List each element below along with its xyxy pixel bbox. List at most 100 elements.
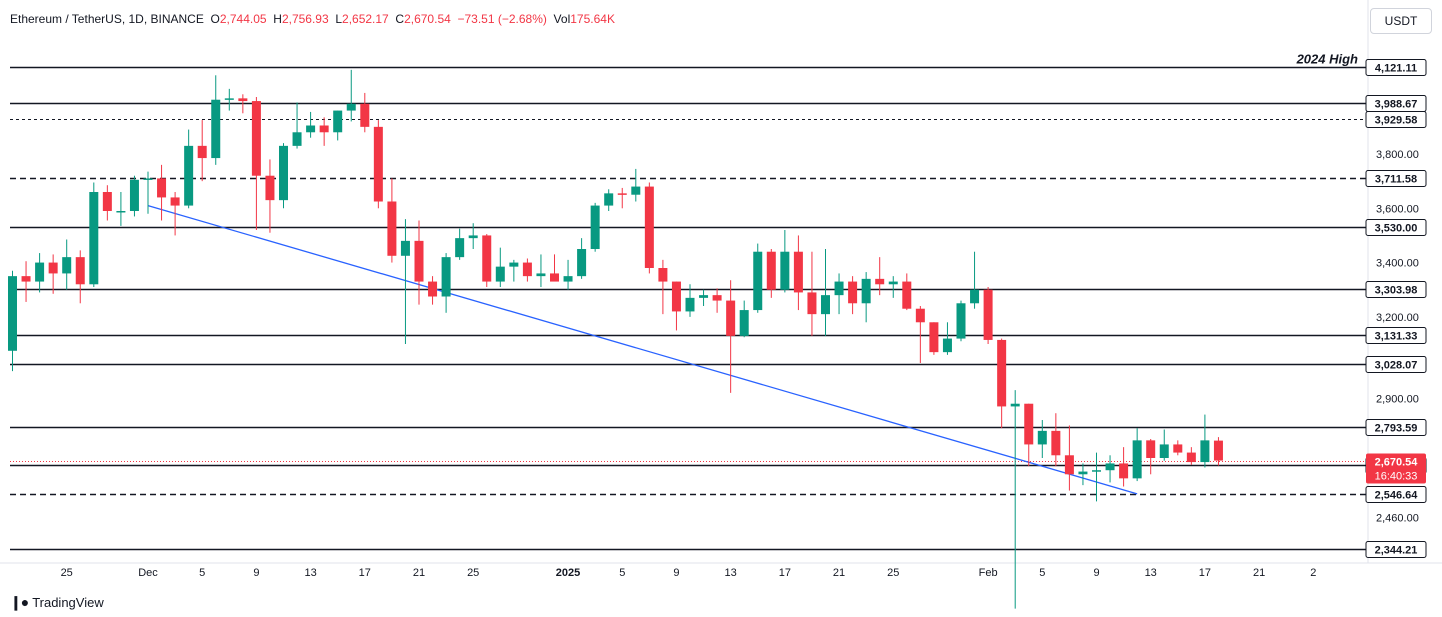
candle (170, 192, 180, 236)
candle-body (1132, 440, 1142, 479)
candle-body (373, 126, 383, 202)
candle-body (997, 339, 1007, 407)
candle-body (143, 178, 153, 180)
candle (319, 117, 329, 146)
candle (373, 120, 383, 209)
candle (306, 111, 316, 138)
candle-body (793, 251, 803, 293)
candle-body (211, 99, 221, 159)
low-value: 2,652.17 (342, 12, 389, 26)
tradingview-branding[interactable]: ❙● TradingView (10, 594, 104, 611)
level-tag-label: 3,988.67 (1375, 99, 1418, 111)
level-price-tag: 2,546.64 (1365, 486, 1427, 503)
y-tick-label: 3,600.00 (1376, 203, 1419, 215)
close-value: 2,670.54 (404, 12, 451, 26)
candle-body (414, 240, 424, 282)
candle (1105, 455, 1115, 483)
candle-body (468, 235, 478, 239)
level-tag-label: 3,711.58 (1375, 174, 1417, 186)
candle (617, 187, 627, 209)
level-tag-box (1365, 281, 1427, 298)
symbol-title[interactable]: Ethereum / TetherUS, 1D, BINANCE (10, 12, 204, 26)
candle-body (875, 278, 885, 285)
candle-body (1024, 403, 1034, 445)
level-price-tag: 3,988.67 (1365, 95, 1427, 112)
candle (1146, 439, 1156, 475)
candle (441, 253, 451, 313)
candle (360, 92, 370, 133)
candle-body (455, 238, 465, 258)
x-tick-label: 17 (359, 567, 371, 579)
level-price-tag: 3,303.98 (1365, 281, 1427, 298)
candle (8, 270, 17, 372)
x-tick-label: 17 (1199, 567, 1211, 579)
level-tag-label: 3,131.33 (1375, 331, 1418, 343)
candle-body (739, 310, 749, 336)
candle (48, 254, 58, 294)
candle-body (522, 262, 532, 277)
level-tag-label: 2,793.59 (1375, 423, 1418, 435)
candle-body (956, 303, 966, 339)
candle-body (970, 289, 980, 304)
candle (251, 97, 261, 230)
candle-body (699, 295, 709, 298)
level-annotation: 2024 High (1296, 52, 1358, 67)
volume-label: Vol (553, 12, 571, 26)
candle (21, 261, 31, 302)
countdown-label: 16:40:33 (1375, 471, 1418, 483)
last-price-tag (1366, 453, 1426, 484)
candle-body (102, 192, 112, 211)
candle (1024, 403, 1034, 467)
level-price-tag: 3,131.33 (1365, 327, 1427, 344)
level-price-tag: 4,121.11 (1365, 59, 1427, 76)
level-tag-label: 4,121.11 (1375, 63, 1417, 75)
candle (1078, 463, 1088, 486)
candle-body (902, 281, 912, 309)
candle-body (509, 262, 519, 267)
candle (414, 220, 424, 305)
candle (658, 259, 668, 315)
candle-body (306, 125, 316, 133)
candle (536, 254, 546, 287)
candle-body (170, 197, 180, 206)
candle (739, 300, 749, 338)
candle-body (333, 110, 343, 133)
candle-body (712, 295, 722, 301)
volume-value: 175.64K (570, 12, 615, 26)
candle-body (129, 179, 139, 211)
y-tick-label: 2,460.00 (1376, 513, 1419, 525)
x-tick-label: 13 (304, 567, 316, 579)
candle (468, 223, 478, 249)
candle-body (821, 295, 830, 315)
level-price-tag: 2,344.21 (1365, 541, 1427, 558)
candle (455, 228, 465, 260)
candle-body (116, 211, 126, 213)
candle (400, 219, 410, 344)
candle (780, 230, 790, 293)
candle-body (1200, 440, 1210, 463)
candle-body (658, 268, 668, 282)
candle (942, 322, 952, 355)
candle (590, 202, 600, 252)
x-tick-label: 5 (1039, 567, 1045, 579)
candle-body (62, 257, 72, 274)
candle-body (915, 308, 925, 323)
currency-button[interactable]: USDT (1370, 8, 1432, 34)
candle-body (1105, 463, 1115, 471)
candle-body (387, 201, 397, 256)
level-tag-label: 3,530.00 (1375, 223, 1418, 235)
brand-label: TradingView (32, 595, 104, 610)
level-price-tag: 3,530.00 (1365, 219, 1427, 236)
chart-legend-header: Ethereum / TetherUS, 1D, BINANCE O2,744.… (10, 12, 615, 26)
candle-body (428, 281, 438, 297)
x-tick-label: 9 (673, 567, 679, 579)
candle-body (279, 145, 288, 201)
candle-body (550, 273, 559, 282)
candle-body (604, 193, 614, 206)
x-tick-label: 17 (779, 567, 791, 579)
level-tag-box (1365, 59, 1427, 76)
candle (35, 253, 45, 293)
candle (279, 143, 288, 209)
x-tick-label: Feb (979, 567, 998, 579)
